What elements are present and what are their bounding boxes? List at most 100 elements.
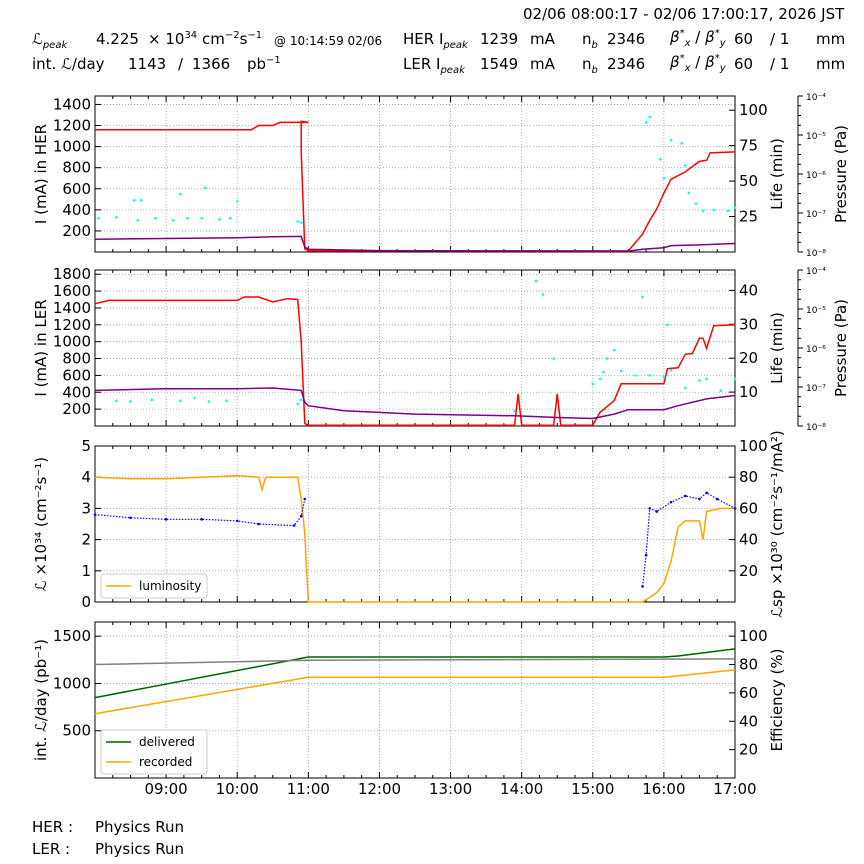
int-lum-value-1: 1143 xyxy=(128,55,167,73)
y-tick-label: 500 xyxy=(62,722,91,740)
pressure-point xyxy=(602,370,605,374)
pressure-point xyxy=(705,377,708,381)
pressure-point xyxy=(698,379,701,382)
pressure-point xyxy=(726,209,730,213)
lpeak-label: ℒpeak xyxy=(32,30,68,51)
pressure-point xyxy=(97,216,100,220)
pressure-tick-label: 10⁻⁴ xyxy=(806,93,826,103)
specific-point xyxy=(164,518,168,521)
beta-her-label: β*x / β*y xyxy=(670,28,726,49)
y-tick-label: 600 xyxy=(62,180,91,198)
pressure-tick-label: 10⁻⁷ xyxy=(806,384,826,394)
pressure-point xyxy=(299,221,303,224)
y2-tick-label: 10 xyxy=(739,383,758,401)
y-tick-label: 1600 xyxy=(53,282,91,300)
pressure-point xyxy=(669,138,673,142)
pressure-point xyxy=(619,369,623,373)
legend-label-delivered: delivered xyxy=(139,735,195,749)
y2-axis-label: ℒsp ×10³⁰ (cm⁻²s⁻¹/mA²) xyxy=(768,430,786,618)
specific-point xyxy=(200,518,203,521)
y-tick-label: 1200 xyxy=(53,316,91,334)
pressure-tick-label: 10⁻⁴ xyxy=(806,267,826,277)
y-axis-label: I (mA) in LER xyxy=(32,299,50,396)
beta-ler-label: β*x / β*y xyxy=(670,53,726,74)
y-tick-label: 0 xyxy=(81,593,91,611)
y2-tick-label: 20 xyxy=(739,741,758,759)
y-tick-label: 3 xyxy=(81,499,91,517)
pressure-point xyxy=(179,399,182,403)
beta-ler-y: / 1 xyxy=(770,55,790,73)
pressure-point xyxy=(598,377,602,381)
y2-tick-label: 100 xyxy=(739,437,768,455)
pressure-point xyxy=(200,216,203,220)
y-tick-label: 1000 xyxy=(53,674,91,692)
y-axis-label: I (mA) in HER xyxy=(32,124,50,224)
pressure-point xyxy=(235,200,239,203)
beta-ler-unit: mm xyxy=(816,55,846,73)
lpeak-time: @ 10:14:59 02/06 xyxy=(274,34,383,48)
pressure-point xyxy=(683,164,687,167)
ler-ipeak-label: LER Ipeak xyxy=(403,55,465,76)
pressure-point xyxy=(694,202,698,205)
y2-tick-label: 60 xyxy=(739,499,758,517)
y-tick-label: 1200 xyxy=(53,117,91,135)
y2-tick-label: 25 xyxy=(739,208,758,226)
pressure-point xyxy=(644,121,648,124)
pressure-point xyxy=(225,399,228,403)
y-tick-label: 200 xyxy=(62,222,91,240)
pressure-point xyxy=(680,142,683,145)
nb-ler-value: 2346 xyxy=(607,55,646,73)
y2-axis-label: Life (min) xyxy=(768,312,786,384)
pressure-point xyxy=(605,357,609,360)
y-axis-label: ℒ ×10³⁴ (cm⁻²s⁻¹) xyxy=(32,457,50,591)
pressure-point xyxy=(669,369,673,372)
legend-label-recorded: recorded xyxy=(139,755,192,769)
time-range: 02/06 08:00:17 - 02/06 17:00:17, 2026 JS… xyxy=(523,5,845,23)
pressure-point xyxy=(228,216,232,220)
y-tick-label: 1400 xyxy=(53,95,91,113)
pressure-point xyxy=(154,216,157,220)
delivered-line xyxy=(94,648,736,699)
pressure-point xyxy=(296,220,299,223)
lpeak-unit: × 1034 cm−2s−1 xyxy=(148,30,263,48)
beta-ler-x: 60 xyxy=(734,55,754,73)
pressure-tick-label: 10⁻⁶ xyxy=(806,171,826,181)
pressure-point xyxy=(136,219,139,222)
y2-tick-label: 20 xyxy=(739,349,758,367)
pressure-axis-label: Pressure (Pa) xyxy=(832,125,850,223)
nb-ler-label: nb xyxy=(582,55,598,76)
pressure-point xyxy=(666,323,669,327)
y2-tick-label: 100 xyxy=(739,627,768,645)
pressure-point xyxy=(641,295,644,299)
ler-status-value: Physics Run xyxy=(95,840,185,858)
pressure-point xyxy=(541,293,545,296)
y-tick-label: 400 xyxy=(62,383,91,401)
legend-box xyxy=(100,729,208,775)
y-tick-label: 400 xyxy=(62,201,91,219)
ler-status-label: LER : xyxy=(32,840,71,858)
x-tick-label: 10:00 xyxy=(216,780,259,798)
x-tick-label: 09:00 xyxy=(144,780,187,798)
y-tick-label: 1000 xyxy=(53,333,91,351)
pressure-point xyxy=(687,191,691,195)
her-ipeak-label: HER Ipeak xyxy=(403,30,468,51)
pressure-point xyxy=(712,208,715,212)
current-line xyxy=(94,296,736,426)
luminosity-line xyxy=(94,474,735,603)
pressure-tick-label: 10⁻⁸ xyxy=(806,423,826,433)
nb-her-value: 2346 xyxy=(607,30,646,48)
pressure-point xyxy=(659,157,662,161)
y-axis-label: int. ℒ/day (pb⁻¹) xyxy=(32,639,50,761)
pressure-point xyxy=(683,386,687,390)
y-tick-label: 800 xyxy=(62,350,91,368)
pressure-point xyxy=(662,375,666,379)
y2-tick-label: 50 xyxy=(739,172,758,190)
pressure-point xyxy=(612,348,616,352)
pressure-point xyxy=(139,199,143,202)
her-status-value: Physics Run xyxy=(95,818,185,836)
pressure-point xyxy=(648,374,651,377)
y-tick-label: 1 xyxy=(81,562,91,580)
x-tick-label: 16:00 xyxy=(642,780,685,798)
